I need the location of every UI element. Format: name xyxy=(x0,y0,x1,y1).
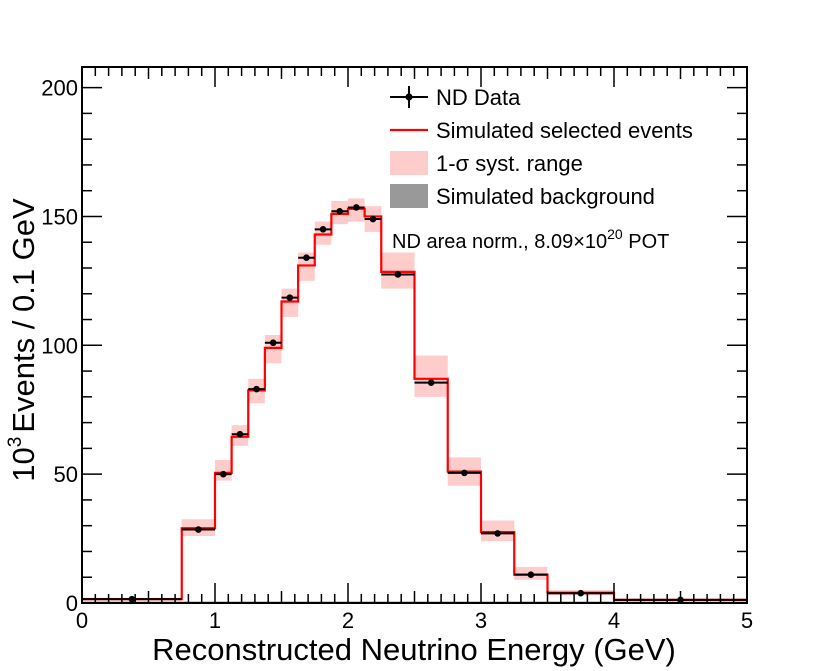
legend-label: Simulated background xyxy=(436,184,655,209)
data-point xyxy=(369,215,377,223)
legend-label: 1-σ syst. range xyxy=(436,151,583,176)
y-axis-title-exponent: 3 xyxy=(5,437,26,448)
normalization-annotation: ND area norm., 8.09×1020 POT xyxy=(392,226,669,253)
x-tick-label: 0 xyxy=(76,608,88,633)
annotation-exponent: 20 xyxy=(607,226,623,242)
data-point xyxy=(253,385,260,393)
y-tick-label: 150 xyxy=(41,204,78,229)
legend-syst-swatch xyxy=(390,151,428,175)
y-axis-title: 103 Events / 0.1 GeV xyxy=(5,198,41,482)
x-tick-label: 5 xyxy=(741,608,753,633)
y-axis-title-prefix: 10 xyxy=(6,447,41,481)
x-tick-label: 1 xyxy=(209,608,221,633)
syst-band-bin xyxy=(264,335,282,364)
data-point xyxy=(394,271,402,278)
data-point xyxy=(427,379,435,386)
legend-background-swatch xyxy=(390,184,428,208)
legend-label: Simulated selected events xyxy=(436,118,693,143)
x-tick-label: 2 xyxy=(342,608,354,633)
legend: ND Data Simulated selected events 1-σ syst… xyxy=(390,85,693,253)
y-tick-label: 50 xyxy=(54,462,78,487)
x-tick-label: 3 xyxy=(475,608,487,633)
syst-band-bin xyxy=(215,459,232,481)
annotation-main: ND area norm., 8.09×10 xyxy=(392,231,607,253)
syst-band-bin xyxy=(414,355,448,397)
data-point xyxy=(236,430,244,438)
y-tick-label: 0 xyxy=(66,591,78,616)
y-tick-label: 100 xyxy=(41,333,78,358)
x-tick-label: 4 xyxy=(608,608,620,633)
data-point xyxy=(269,339,277,347)
x-axis-title: Reconstructed Neutrino Energy (GeV) xyxy=(152,632,676,667)
data-point xyxy=(286,294,294,301)
data-point xyxy=(461,469,468,477)
y-axis-title-main: Events / 0.1 GeV xyxy=(6,198,41,433)
syst-band-bin xyxy=(314,221,332,245)
data-point xyxy=(494,530,501,537)
data-point xyxy=(336,208,343,215)
data-point xyxy=(527,571,535,578)
legend-data-marker xyxy=(405,93,413,101)
syst-band-bin xyxy=(298,252,315,281)
syst-band-bin xyxy=(281,288,299,317)
syst-band-bin xyxy=(381,252,415,289)
data-point xyxy=(128,595,136,603)
data-points-layer xyxy=(82,204,747,604)
data-point xyxy=(195,526,202,533)
data-point xyxy=(303,254,310,261)
data-point xyxy=(319,226,327,233)
data-point xyxy=(353,204,360,211)
data-point xyxy=(220,470,227,478)
y-tick-label: 200 xyxy=(41,76,78,101)
data-point xyxy=(577,589,585,597)
annotation-suffix: POT xyxy=(623,231,670,253)
legend-label: ND Data xyxy=(436,85,521,110)
